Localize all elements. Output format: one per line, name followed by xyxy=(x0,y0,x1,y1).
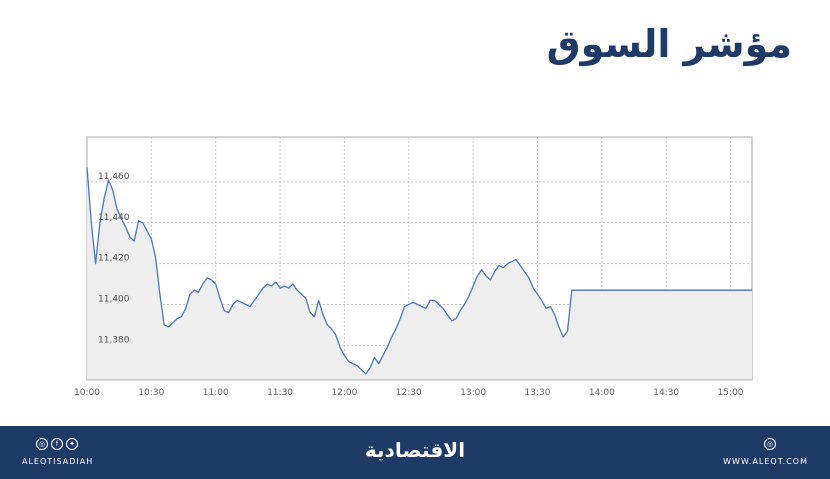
x-tick-label: 14:00 xyxy=(589,388,615,398)
chart-area xyxy=(86,167,752,380)
y-tick-label: 11,400 xyxy=(98,294,130,304)
x-tick-label: 13:00 xyxy=(460,388,486,398)
x-tick-label: 11:00 xyxy=(203,388,229,398)
series-line xyxy=(86,167,752,375)
brand-logo: الاقتصادية xyxy=(364,438,466,462)
x-tick-label: 13:30 xyxy=(525,388,551,398)
series-area-fill xyxy=(87,167,752,380)
x-tick-label: 11:30 xyxy=(267,388,293,398)
x-tick-label: 12:00 xyxy=(331,388,357,398)
social-links: ◎ f ✦ xyxy=(36,438,78,450)
facebook-icon[interactable]: f xyxy=(51,438,63,450)
y-tick-label: 11,440 xyxy=(98,213,130,223)
market-index-chart: 10:00 10:30 11:00 11:30 12:00 12:30 13:00 13:30… xyxy=(74,136,753,398)
x-tick-label: 12:30 xyxy=(396,388,422,398)
footer-bar: ◎ f ✦ ALEQTISADIAH الاقتصادية ◎ WWW.ALEQ… xyxy=(0,426,830,479)
x-tick-label: 10:30 xyxy=(138,388,164,398)
social-handle[interactable]: ALEQTISADIAH xyxy=(22,457,94,466)
x-tick-label: 14:30 xyxy=(653,388,679,398)
page-title: مؤشر السوق xyxy=(546,22,792,66)
twitter-icon[interactable]: ✦ xyxy=(66,438,78,450)
y-tick-label: 11,380 xyxy=(98,335,130,345)
y-tick-label: 11,460 xyxy=(98,172,130,182)
x-tick-label: 10:00 xyxy=(74,388,100,398)
instagram-icon[interactable]: ◎ xyxy=(36,438,48,450)
y-tick-label: 11,420 xyxy=(98,254,130,264)
x-tick-label: 15:00 xyxy=(718,388,744,398)
website-url[interactable]: WWW.ALEQT.COM xyxy=(723,457,808,466)
chart-axes: 10:00 10:30 11:00 11:30 12:00 12:30 13:00 13:30… xyxy=(74,172,752,398)
web-icon: ◎ xyxy=(764,438,776,450)
